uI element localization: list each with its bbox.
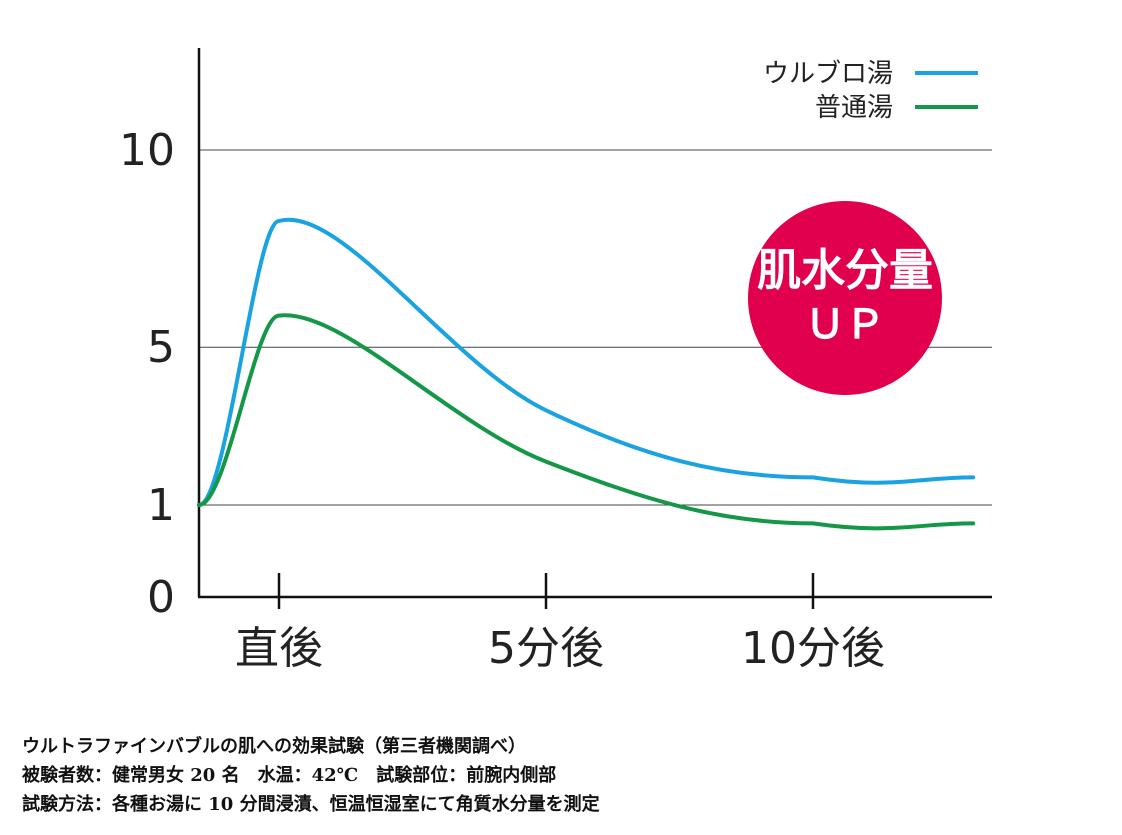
x-ticks: 直後 5分後 10分後 — [235, 573, 885, 674]
footnotes: ウルトラファインバブルの肌への効果試験（第三者機関調べ） 被験者数：健常男女 2… — [22, 732, 1102, 819]
x-tick-label: 直後 — [235, 623, 323, 674]
footnote-title: ウルトラファインバブルの肌への効果試験（第三者機関調べ） — [22, 736, 526, 757]
y-tick-label: 5 — [147, 322, 175, 373]
y-tick-label: 10 — [119, 125, 175, 176]
badge-circle — [748, 201, 942, 395]
y-tick-label: 1 — [147, 480, 175, 531]
badge: 肌水分量 ＵＰ — [748, 201, 942, 395]
series-line — [196, 217, 976, 507]
x-tick-label: 5分後 — [488, 623, 604, 674]
legend-label: 普通湯 — [815, 93, 893, 123]
footnote-subjects: 被験者数：健常男女 20 名 水温：42℃ 試験部位：前腕内側部 — [22, 765, 557, 786]
legend-label: ウルブロ湯 — [763, 59, 893, 89]
badge-line1: 肌水分量 — [757, 245, 933, 296]
series-line — [196, 313, 976, 531]
y-tick-label: 0 — [147, 572, 175, 623]
badge-line2: ＵＰ — [805, 302, 885, 348]
x-tick-label: 10分後 — [741, 623, 885, 674]
footnote-method: 試験方法：各種お湯に 10 分間浸漬、恒温恒湿室にて角質水分量を測定 — [22, 794, 600, 815]
y-tick-labels: 0 1 5 10 — [119, 125, 175, 623]
series-lines — [196, 217, 976, 531]
